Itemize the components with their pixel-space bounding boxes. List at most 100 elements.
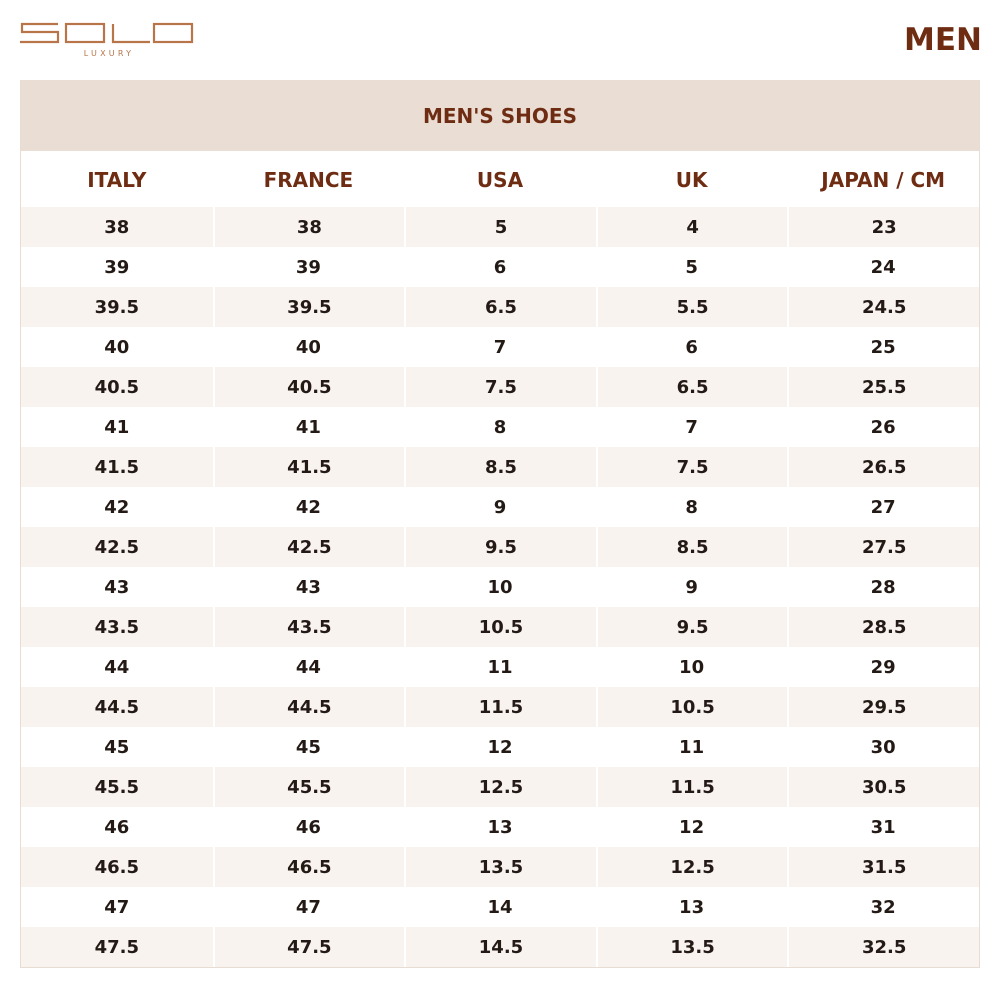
table-cell: 9.5 bbox=[595, 607, 788, 647]
table-cell: 44 bbox=[295, 656, 321, 678]
table-row: 40 40 7 6 25 bbox=[21, 327, 979, 367]
table-row: 38 38 5 4 23 bbox=[21, 207, 979, 247]
table-cell: 46.5 bbox=[94, 856, 139, 878]
table-cell: 42 bbox=[104, 496, 130, 518]
table-cell: 45 bbox=[295, 736, 321, 758]
table-row: 42.5 42.5 9.5 8.5 27.5 bbox=[21, 527, 979, 567]
table-row: 45 45 12 11 30 bbox=[21, 727, 979, 767]
table-cell: 6 bbox=[685, 336, 698, 358]
page-title: MEN bbox=[904, 22, 982, 58]
table-cell: 10 bbox=[487, 576, 513, 598]
table-cell: 43.5 bbox=[94, 616, 139, 638]
table-cell: 12 bbox=[679, 816, 705, 838]
table-cell: 45 bbox=[104, 736, 130, 758]
table-cell: 10.5 bbox=[404, 607, 596, 647]
table-cell: 44.5 bbox=[212, 687, 405, 727]
table-cell: 46.5 bbox=[212, 847, 405, 887]
table-cell: 43 bbox=[295, 576, 321, 598]
table-cell: 13.5 bbox=[595, 927, 788, 967]
table-cell: 4 bbox=[595, 207, 788, 247]
table-cell: 40.5 bbox=[212, 367, 405, 407]
table-cell: 42.5 bbox=[212, 527, 405, 567]
table-row: 41 41 8 7 26 bbox=[21, 407, 979, 447]
table-cell: 25.5 bbox=[787, 367, 979, 407]
solo-logo-icon bbox=[20, 22, 194, 44]
table-cell: 7.5 bbox=[404, 367, 596, 407]
table-cell: 9.5 bbox=[404, 527, 596, 567]
table-row: 47.5 47.5 14.5 13.5 32.5 bbox=[21, 927, 979, 967]
table-cell: 27 bbox=[870, 496, 896, 518]
table-cell: 27.5 bbox=[787, 527, 979, 567]
table-cell: 5.5 bbox=[595, 287, 788, 327]
table-row: 44.5 44.5 11.5 10.5 29.5 bbox=[21, 687, 979, 727]
table-caption: MEN'S SHOES bbox=[21, 80, 979, 151]
table-cell: 43 bbox=[104, 576, 130, 598]
table-cell: 29 bbox=[870, 656, 896, 678]
table-cell: 6.5 bbox=[404, 287, 596, 327]
table-cell: 8.5 bbox=[404, 447, 596, 487]
table-cell: 26 bbox=[870, 416, 896, 438]
table-cell: 23 bbox=[787, 207, 979, 247]
table-cell: 30.5 bbox=[787, 767, 979, 807]
table-cell: 47.5 bbox=[212, 927, 405, 967]
column-header: JAPAN / CM bbox=[821, 168, 946, 192]
table-cell: 13 bbox=[679, 896, 705, 918]
table-row: 43.5 43.5 10.5 9.5 28.5 bbox=[21, 607, 979, 647]
table-cell: 41 bbox=[295, 416, 321, 438]
table-cell: 12.5 bbox=[404, 767, 596, 807]
table-cell: 8.5 bbox=[595, 527, 788, 567]
table-header-row: ITALY FRANCE USA UK JAPAN / CM bbox=[21, 151, 979, 207]
table-row: 47 47 14 13 32 bbox=[21, 887, 979, 927]
table-cell: 40.5 bbox=[94, 376, 139, 398]
table-cell: 24 bbox=[870, 256, 896, 278]
table-cell: 6.5 bbox=[595, 367, 788, 407]
column-header: FRANCE bbox=[263, 168, 354, 192]
table-cell: 8 bbox=[685, 496, 698, 518]
brand-tagline: LUXURY bbox=[83, 49, 135, 58]
table-cell: 39.5 bbox=[212, 287, 405, 327]
table-cell: 7 bbox=[685, 416, 698, 438]
table-cell: 41.5 bbox=[94, 456, 139, 478]
table-cell: 46 bbox=[104, 816, 130, 838]
table-cell: 38 bbox=[212, 207, 405, 247]
table-row: 43 43 10 9 28 bbox=[21, 567, 979, 607]
table-cell: 9 bbox=[493, 496, 507, 518]
table-cell: 39 bbox=[104, 256, 130, 278]
table-cell: 42.5 bbox=[94, 536, 139, 558]
table-cell: 5 bbox=[404, 207, 596, 247]
table-cell: 32 bbox=[870, 896, 896, 918]
table-row: 39.5 39.5 6.5 5.5 24.5 bbox=[21, 287, 979, 327]
table-cell: 44 bbox=[104, 656, 130, 678]
column-header: ITALY bbox=[87, 168, 147, 192]
table-row: 39 39 6 5 24 bbox=[21, 247, 979, 287]
table-cell: 39 bbox=[295, 256, 321, 278]
table-cell: 9 bbox=[685, 576, 698, 598]
table-cell: 6 bbox=[493, 256, 507, 278]
table-cell: 40 bbox=[104, 336, 130, 358]
table-row: 40.5 40.5 7.5 6.5 25.5 bbox=[21, 367, 979, 407]
table-cell: 45.5 bbox=[94, 776, 139, 798]
column-header: USA bbox=[476, 168, 524, 192]
table-cell: 28 bbox=[870, 576, 896, 598]
table-row: 46 46 13 12 31 bbox=[21, 807, 979, 847]
table-cell: 41.5 bbox=[212, 447, 405, 487]
table-cell: 7 bbox=[493, 336, 507, 358]
table-cell: 25 bbox=[870, 336, 896, 358]
table-cell: 13 bbox=[487, 816, 513, 838]
table-cell: 32.5 bbox=[787, 927, 979, 967]
table-cell: 11 bbox=[487, 656, 513, 678]
table-cell: 38 bbox=[104, 216, 130, 238]
column-header: UK bbox=[675, 168, 708, 192]
table-cell: 8 bbox=[493, 416, 507, 438]
table-cell: 13.5 bbox=[404, 847, 596, 887]
table-cell: 45.5 bbox=[212, 767, 405, 807]
table-cell: 41 bbox=[104, 416, 130, 438]
table-body: 38 38 5 4 23 39 39 6 5 24 39.5 39.5 6.5 5.5 24.5 40 40 7 6… bbox=[21, 207, 979, 967]
table-row: 42 42 9 8 27 bbox=[21, 487, 979, 527]
table-cell: 5 bbox=[685, 256, 698, 278]
table-cell: 43.5 bbox=[212, 607, 405, 647]
table-cell: 11.5 bbox=[404, 687, 596, 727]
table-cell: 10.5 bbox=[595, 687, 788, 727]
table-cell: 12 bbox=[487, 736, 513, 758]
